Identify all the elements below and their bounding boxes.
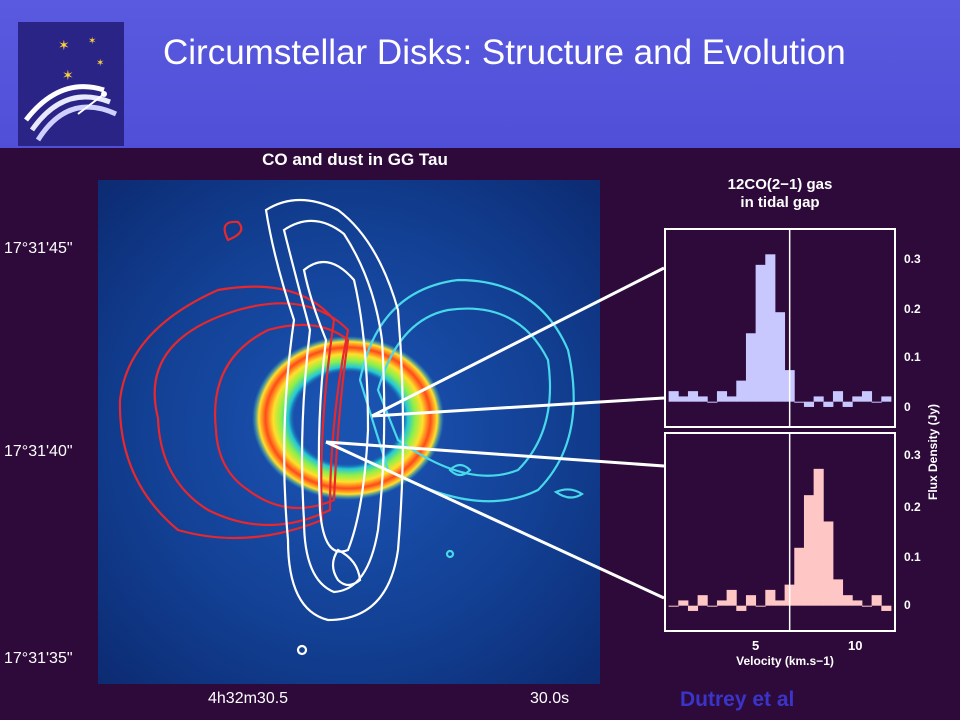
map-ytick: 17°31'35" bbox=[4, 650, 73, 667]
spectrum-bar bbox=[697, 595, 708, 606]
spectrum-ytick: 0.2 bbox=[904, 500, 921, 514]
spectrum-bar bbox=[813, 396, 824, 402]
spectrum-bar bbox=[823, 401, 834, 407]
spectrum-ytick: 0 bbox=[904, 598, 911, 612]
spectrum-bar bbox=[687, 605, 699, 611]
spectrum-ytick: 0.3 bbox=[904, 252, 921, 266]
spectrum-bar bbox=[832, 391, 844, 402]
red-contours bbox=[118, 220, 350, 540]
spectrum-bar bbox=[881, 396, 892, 402]
spectrum-ytick: 0.2 bbox=[904, 302, 921, 316]
spectrum-bar bbox=[842, 401, 853, 407]
spectrum-bar bbox=[832, 579, 844, 606]
slide-title: Circumstellar Disks: Structure and Evolu… bbox=[163, 33, 846, 72]
spectrum-ytick: 0.1 bbox=[904, 550, 921, 564]
spectrum-bar bbox=[736, 605, 747, 611]
spectrum-xlabel: Velocity (km.s−1) bbox=[736, 654, 834, 668]
credit-text: Dutrey et al bbox=[680, 688, 795, 711]
svg-text:✶: ✶ bbox=[62, 68, 74, 84]
observatory-logo: ✶ ✶ ✶ ✶ bbox=[18, 22, 124, 146]
spectrum-xtick: 10 bbox=[848, 638, 863, 653]
spectrum-bar bbox=[668, 605, 679, 607]
svg-text:✶: ✶ bbox=[58, 38, 70, 54]
map-xtick: 30.0s bbox=[530, 690, 570, 707]
spectrum-bar bbox=[745, 595, 757, 606]
spectrum-xtick: 5 bbox=[752, 638, 760, 653]
spectrum-bar bbox=[745, 333, 757, 402]
co-dust-map bbox=[98, 180, 600, 684]
map-ytick: 17°31'45" bbox=[4, 240, 73, 257]
spectrum-bar bbox=[774, 600, 786, 606]
spectrum-bar bbox=[774, 312, 786, 402]
spectrum-bar bbox=[852, 600, 863, 606]
spectrum-ylabel: Flux Density (Jy) bbox=[926, 403, 940, 500]
spectrum-bar bbox=[803, 401, 815, 407]
spectrum-title: 12CO(2−1) gas in tidal gap bbox=[700, 176, 860, 212]
spectrum-bar bbox=[794, 401, 805, 403]
spectrum-bar bbox=[707, 401, 718, 403]
spectrum-bar bbox=[678, 396, 689, 402]
spectrum-bar bbox=[755, 605, 766, 607]
spectrum-bar bbox=[871, 595, 882, 606]
spectrum-bar bbox=[678, 600, 689, 606]
spectrum-bar bbox=[765, 589, 776, 606]
spectrum-bar bbox=[871, 401, 882, 403]
spectrum-bar bbox=[707, 605, 718, 607]
spectrum-bar bbox=[861, 391, 873, 402]
spectrum-bar bbox=[765, 254, 776, 402]
spectrum-ytick: 0 bbox=[904, 400, 911, 414]
spectrum-panel bbox=[664, 228, 896, 428]
spectrum-bar bbox=[736, 380, 747, 402]
spectrum-bar bbox=[852, 396, 863, 402]
spectrum-bar bbox=[716, 391, 728, 402]
spectrum-ytick: 0.1 bbox=[904, 350, 921, 364]
spectra-panels bbox=[664, 228, 896, 632]
spectrum-bar bbox=[823, 521, 834, 606]
spectrum-bar bbox=[687, 391, 699, 402]
spectrum-bar bbox=[716, 600, 728, 606]
spectrum-bar bbox=[861, 605, 873, 607]
spectrum-title-line1: 12CO(2−1) gas bbox=[727, 176, 833, 193]
spectrum-bar bbox=[813, 468, 824, 606]
ring-gap bbox=[304, 380, 392, 456]
spectrum-frame bbox=[664, 228, 896, 428]
spectrum-bar bbox=[726, 396, 737, 402]
spectrum-ytick: 0.3 bbox=[904, 448, 921, 462]
spectrum-frame bbox=[664, 432, 896, 632]
slide-header: ✶ ✶ ✶ ✶ Circumstellar Disks: Structure a… bbox=[0, 0, 960, 148]
spectrum-title-line2: in tidal gap bbox=[740, 194, 820, 211]
spectrum-bar bbox=[842, 595, 853, 606]
spectrum-bar bbox=[697, 396, 708, 402]
spectrum-bar bbox=[803, 495, 815, 606]
map-title: CO and dust in GG Tau bbox=[262, 150, 448, 169]
spectrum-bar bbox=[726, 589, 737, 606]
svg-text:✶: ✶ bbox=[88, 36, 96, 47]
map-ytick: 17°31'40" bbox=[4, 443, 73, 460]
map-xtick: 4h32m30.5 bbox=[208, 690, 289, 707]
spectrum-bar bbox=[881, 605, 892, 611]
spectrum-panel bbox=[664, 432, 896, 632]
spectrum-bar bbox=[755, 264, 766, 402]
spectrum-bar bbox=[668, 391, 679, 402]
spectrum-bar bbox=[794, 547, 805, 606]
svg-text:✶: ✶ bbox=[96, 58, 104, 69]
